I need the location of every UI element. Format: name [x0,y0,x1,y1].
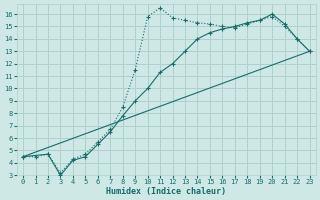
X-axis label: Humidex (Indice chaleur): Humidex (Indice chaleur) [106,187,226,196]
